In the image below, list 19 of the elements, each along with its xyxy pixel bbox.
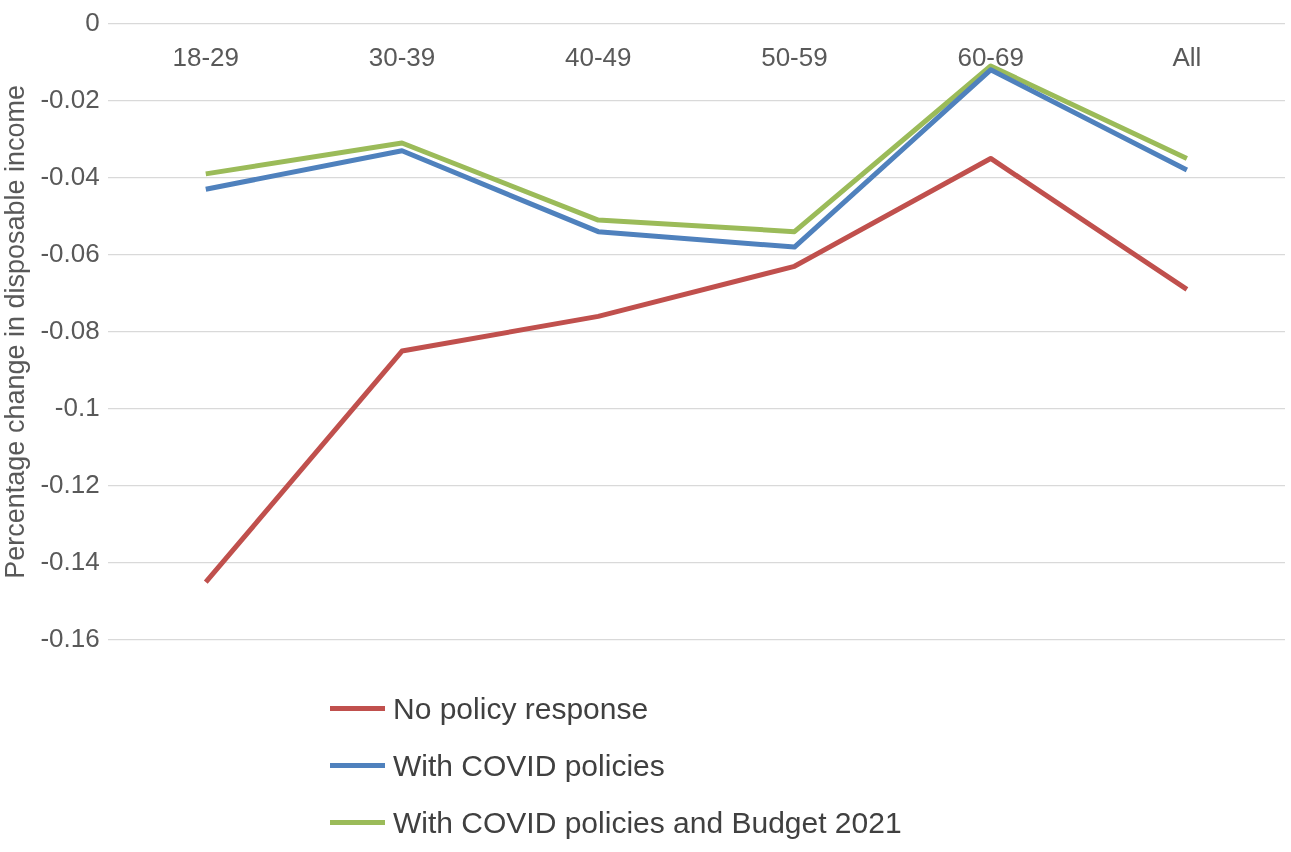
y-tick-label: -0.06 [40, 237, 100, 268]
x-tick-label: All [1172, 42, 1202, 73]
y-tick-label: -0.12 [40, 469, 100, 500]
x-tick-label: 40-49 [564, 42, 632, 73]
x-tick-label: 18-29 [172, 42, 240, 73]
y-tick-label: -0.1 [54, 392, 100, 423]
legend-label: With COVID policies and Budget 2021 [393, 805, 902, 840]
y-tick-label: -0.04 [40, 160, 100, 191]
x-tick-label: 50-59 [761, 42, 828, 73]
legend-label: No policy response [393, 691, 649, 726]
y-tick-label: -0.14 [40, 546, 100, 577]
y-axis-title: Percentage change in disposable income [0, 84, 30, 579]
y-tick-label: -0.02 [40, 83, 100, 114]
y-tick-label: -0.16 [40, 623, 100, 654]
y-tick-label: 0 [85, 6, 100, 37]
x-tick-label: 30-39 [368, 42, 436, 73]
y-tick-label: -0.08 [40, 314, 100, 345]
legend-label: With COVID policies [393, 748, 665, 783]
x-tick-label: 60-69 [957, 42, 1024, 73]
